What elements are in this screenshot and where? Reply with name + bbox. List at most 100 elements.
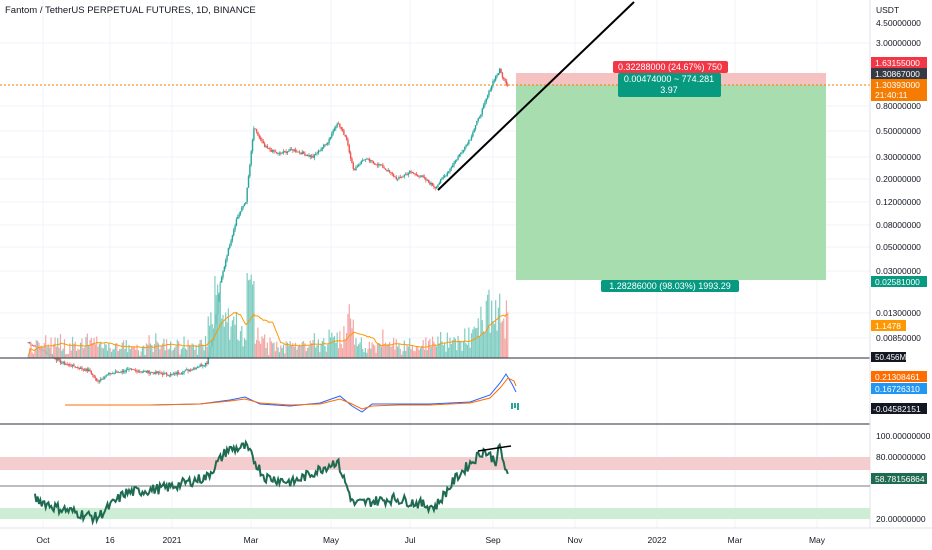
symbol-title[interactable]: Fantom / TetherUS PERPETUAL FUTURES, 1D,… [5,5,256,16]
volume-bar [101,347,103,358]
volume-bar [178,341,180,358]
volume-bar [46,346,48,358]
volume-bar [144,355,146,358]
volume-bar [480,306,482,358]
volume-bar [131,346,133,358]
svg-text:0.05000000: 0.05000000 [876,242,921,252]
volume-bar [132,346,134,358]
volume-bar [161,343,164,358]
volume-bar [164,350,166,358]
volume-bar [53,343,55,358]
volume-bar [171,350,173,358]
candle [132,368,134,371]
candle [332,128,334,136]
candle [449,168,451,174]
volume-bar [327,344,329,358]
candle [220,275,223,283]
volume-bar [362,348,364,358]
volume-bar [360,337,362,358]
candle [273,149,275,154]
time-axis[interactable]: Oct 16 2021 Mar May Jul Sep Nov 2022 Mar… [36,535,825,545]
volume-bar [114,343,117,358]
volume-bar [80,342,82,358]
rsi-axis[interactable]: 100.00000000 80.00000000 20.00000000 [876,431,931,524]
candle [83,367,86,371]
volume-bar [371,342,373,358]
candle [32,345,35,347]
candle [164,372,166,374]
candle [241,205,243,212]
candle [130,368,133,371]
volume-bar [261,336,263,358]
price-axis[interactable]: USDT 4.50000000 3.00000000 0.80000000 0.… [876,5,921,343]
volume-bar [297,346,299,358]
volume-bar [370,348,372,358]
volume-bar [460,341,462,358]
candle [383,165,385,169]
candle [407,172,410,178]
rsi-divergence-line[interactable] [477,445,512,452]
candle [419,175,422,178]
volume-bar [100,341,102,358]
candle [367,157,369,160]
volume-bar [359,342,361,358]
volume-bar [313,333,315,358]
volume-bar [172,349,174,358]
candle [497,72,500,76]
candle [89,367,91,372]
candle [460,152,462,157]
svg-text:1.1478: 1.1478 [875,321,901,331]
candle [90,370,93,375]
candle [362,158,364,162]
volume-bar [308,346,310,358]
candle [327,141,329,146]
candle [280,151,282,156]
volume-bar [102,348,105,358]
macd-histogram-badge: -0.04582151 [871,403,927,414]
candle [118,372,121,374]
volume-bar [245,340,247,358]
candle [81,365,83,371]
candle [192,367,195,371]
candle [391,171,393,177]
volume-bar [309,340,311,358]
candle [433,183,435,189]
volume-bar [93,337,95,358]
volume-bar [449,337,451,358]
volume-bar [234,324,236,358]
volume-bar [438,343,440,358]
last-price-badge: 1.30867000 [871,68,927,79]
candle [351,156,353,164]
candle [492,78,494,88]
volume-bar [501,321,504,358]
candle [222,270,224,280]
candle [140,370,142,374]
volume-bar [390,346,392,358]
candle [94,375,97,381]
take-profit-zone[interactable] [516,85,826,280]
volume-bar [344,339,346,358]
trend-line[interactable] [437,1,635,191]
candle [265,144,267,149]
candle [206,361,208,367]
volume-bar [388,341,391,358]
candle [500,68,502,74]
candle [257,131,259,136]
candle [306,154,309,157]
candle [129,368,132,370]
volume-bar [141,346,144,358]
volume-bar [339,331,341,358]
volume-bar [270,341,272,358]
volume-bar [358,344,360,358]
candle [288,149,290,152]
candle [238,212,240,219]
volume-bar [251,284,254,358]
candle [372,160,375,165]
volume-bar [108,343,110,358]
volume-bar [476,327,478,358]
volume-bar [200,339,203,358]
volume-bar [65,354,67,358]
volume-bar [45,335,47,358]
svg-text:-0.04582151: -0.04582151 [873,404,921,414]
